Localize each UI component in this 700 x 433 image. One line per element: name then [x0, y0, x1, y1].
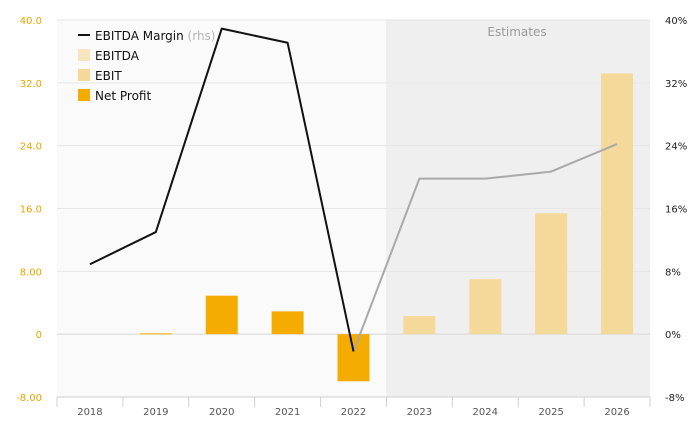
legend-swatch-ebitda	[78, 49, 90, 61]
y-left-tick-label: 32.0	[20, 79, 42, 90]
legend-swatch-ebit	[78, 69, 90, 81]
legend-label-ebit: EBIT	[95, 69, 122, 83]
ebitda-margin-line-estimates	[352, 143, 618, 352]
y-left-tick-label: 16.0	[20, 205, 42, 216]
bar-net-profit	[271, 311, 304, 335]
y-left-tick-label: -8.00	[16, 393, 42, 404]
y-right-tick-label: 40%	[665, 16, 687, 27]
y-right-tick-label: 16%	[665, 205, 687, 216]
y-left-tick-label: 0	[36, 330, 42, 341]
x-tick-label: 2025	[538, 407, 563, 418]
x-tick-label: 2020	[209, 407, 234, 418]
x-tick-label: 2019	[143, 407, 168, 418]
legend-swatch-net-profit	[78, 89, 90, 101]
x-tick-label: 2024	[473, 407, 498, 418]
x-tick-label: 2023	[407, 407, 432, 418]
bar-ebit	[469, 279, 502, 335]
legend-rhs-suffix: (rhs)	[184, 29, 216, 43]
bars	[139, 73, 634, 382]
bar-net-profit	[139, 333, 172, 335]
y-left-tick-label: 40.0	[20, 16, 42, 27]
bar-net-profit	[205, 295, 238, 335]
bar-ebit	[601, 73, 634, 335]
bar-ebit	[535, 213, 568, 335]
ebitda-margin-line	[89, 27, 618, 352]
x-tick-label: 2018	[77, 407, 102, 418]
legend: EBITDA Margin (rhs) EBITDA EBIT Net Profit	[78, 29, 216, 103]
y-right-tick-label: -8%	[665, 393, 684, 404]
x-tick-label: 2022	[341, 407, 366, 418]
ebitda-margin-line-historical	[89, 27, 355, 352]
legend-label-ebitda: EBITDA	[95, 49, 140, 63]
estimates-label: Estimates	[487, 25, 546, 39]
legend-label-ebitda-margin: EBITDA Margin (rhs)	[95, 29, 216, 43]
axes: -8.00 0 8.00 16.0 24.0 32.0 40.0 -8% 0% 8% 16% 24% 3…	[16, 16, 687, 418]
bar-net-profit	[337, 334, 370, 382]
y-left-tick-label: 8.00	[20, 267, 42, 278]
bar-ebit	[403, 316, 436, 335]
y-right-tick-label: 0%	[665, 330, 681, 341]
legend-label-net-profit: Net Profit	[95, 89, 151, 103]
y-right-tick-label: 24%	[665, 142, 687, 153]
y-left-tick-label: 24.0	[20, 142, 42, 153]
x-tick-label: 2026	[604, 407, 629, 418]
y-right-tick-label: 8%	[665, 267, 681, 278]
y-right-tick-label: 32%	[665, 79, 687, 90]
x-tick-label: 2021	[275, 407, 300, 418]
